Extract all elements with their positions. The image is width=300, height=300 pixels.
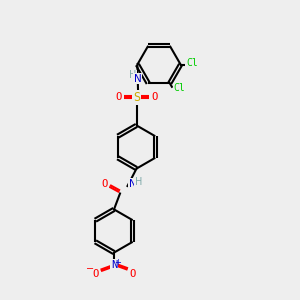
Text: N: N (134, 74, 142, 84)
Text: N: N (129, 179, 136, 189)
Text: S: S (133, 91, 140, 104)
Text: O: O (130, 268, 136, 279)
Text: Cl: Cl (186, 58, 198, 68)
Text: H: H (135, 177, 142, 187)
Text: O: O (152, 92, 158, 103)
Text: N: N (111, 260, 117, 270)
Text: +: + (114, 258, 121, 267)
Text: Cl: Cl (173, 83, 185, 93)
Text: −: − (85, 264, 94, 274)
Text: O: O (116, 92, 122, 103)
Text: H: H (129, 70, 136, 80)
Text: O: O (102, 178, 108, 189)
Text: O: O (92, 268, 98, 279)
